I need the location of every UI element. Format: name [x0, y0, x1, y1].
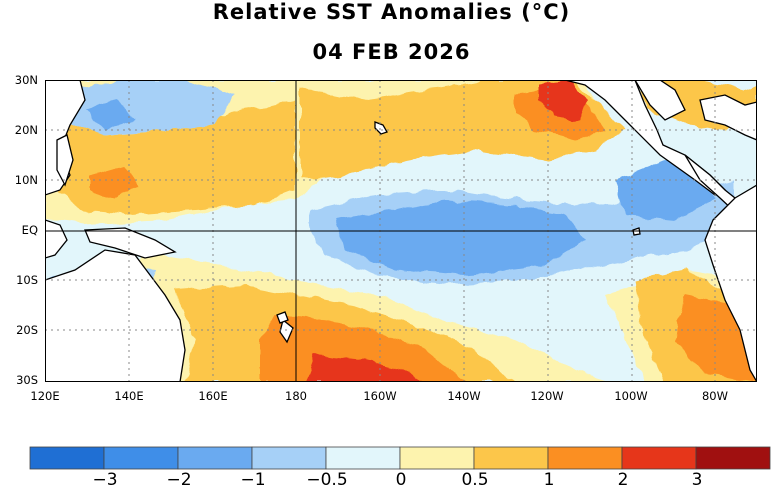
legend-label-2: 2 [617, 470, 629, 490]
legend-swatch-4 [325, 446, 401, 470]
legend-label-minus1: −1 [240, 470, 266, 490]
legend-swatch-5 [399, 446, 475, 470]
land-new-guinea [84, 227, 177, 259]
land-philippines [56, 134, 74, 187]
lon-label-120w: 120W [530, 389, 564, 403]
anomaly-blue-eqcentral [335, 200, 585, 275]
map-frame [45, 80, 757, 382]
lat-label-10s: 10S [16, 273, 38, 287]
anomaly-blue-nw [85, 100, 135, 130]
lon-label-160e: 160E [198, 389, 228, 403]
map-date: 04 FEB 2026 [312, 40, 471, 64]
legend-label-0: 0 [395, 470, 407, 490]
map-title: Relative SST Anomalies (°C) [212, 0, 571, 24]
anomaly-red-sw [305, 355, 425, 382]
lon-label-140w: 140W [447, 389, 481, 403]
land-borneo-indonesia [45, 219, 68, 259]
lat-label-20n: 20N [14, 123, 38, 137]
legend-swatch-2 [177, 446, 253, 470]
color-legend [29, 446, 771, 470]
sst-anomaly-map [45, 80, 757, 382]
legend-label-minus0-5: −0.5 [306, 470, 348, 490]
lon-label-180: 180 [285, 389, 307, 403]
legend-label-1: 1 [543, 470, 555, 490]
lat-label-eq: EQ [21, 223, 38, 237]
lon-label-100w: 100W [614, 389, 648, 403]
lon-label-120e: 120E [30, 389, 60, 403]
land-south-america [704, 184, 757, 382]
legend-swatch-3 [251, 446, 327, 470]
land-caribbean [699, 94, 757, 141]
lat-label-30n: 30N [14, 73, 38, 87]
land-fiji [276, 311, 289, 324]
lat-label-30s: 30S [16, 373, 38, 387]
lat-label-10n: 10N [14, 173, 38, 187]
legend-swatch-8 [621, 446, 697, 470]
anomaly-darkorange-nw [90, 165, 140, 200]
land-hawaii [374, 121, 388, 135]
land-new-zealand [279, 318, 294, 344]
legend-label-minus3: −3 [92, 470, 118, 490]
legend-swatch-1 [103, 446, 179, 470]
lat-label-20s: 20S [16, 323, 38, 337]
lon-label-80w: 80W [701, 389, 728, 403]
lon-label-140e: 140E [114, 389, 144, 403]
legend-swatch-9 [695, 446, 771, 470]
land-australia [45, 249, 186, 382]
legend-swatch-7 [547, 446, 623, 470]
legend-swatch-0 [29, 446, 105, 470]
lon-label-160w: 160W [363, 389, 397, 403]
legend-swatch-6 [473, 446, 549, 470]
legend-label-0-5: 0.5 [461, 470, 489, 490]
anomaly-red-ne [540, 80, 590, 120]
land-gulf-coast [634, 80, 686, 121]
legend-label-3: 3 [691, 470, 703, 490]
legend-label-minus2: −2 [166, 470, 192, 490]
